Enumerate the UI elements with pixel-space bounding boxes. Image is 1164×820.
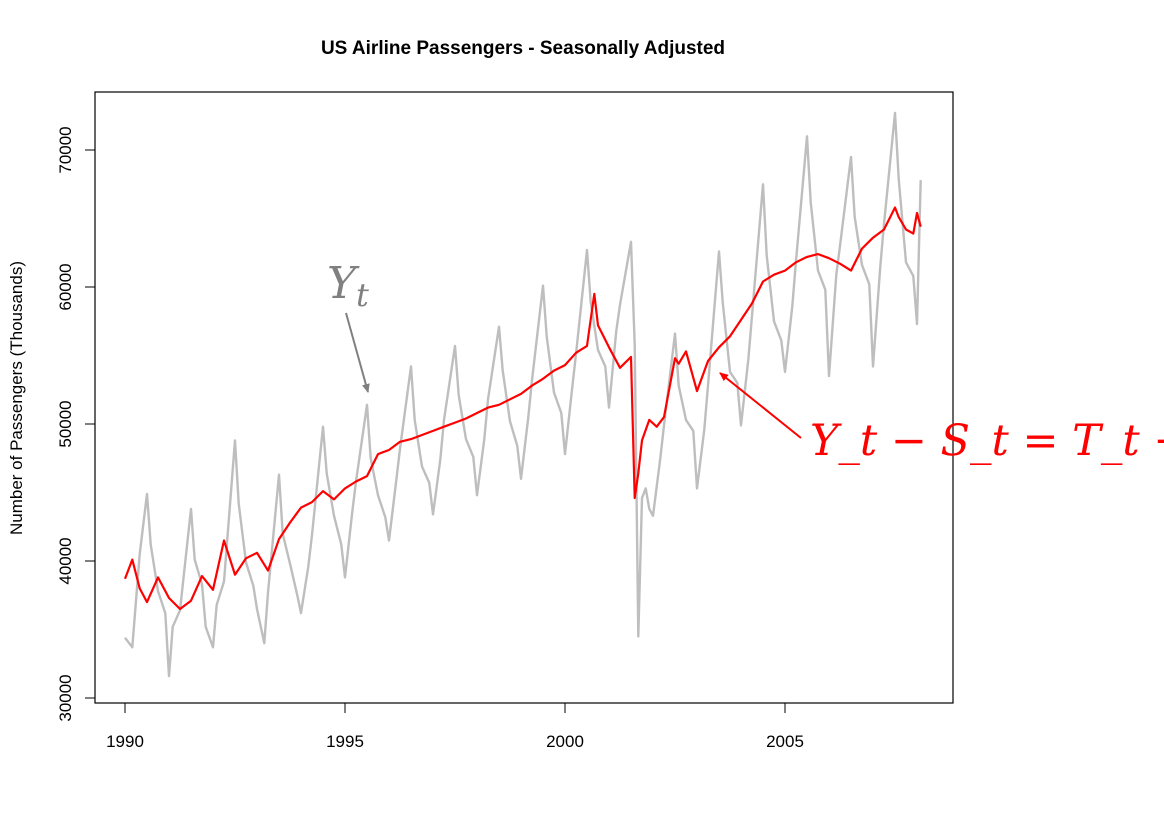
series-line-adjusted [123, 206, 922, 611]
series-layer [123, 111, 922, 678]
y-tick-label: 50000 [56, 400, 75, 447]
x-axis: 1990 1995 2000 2005 [106, 702, 804, 751]
y-axis-label: Number of Passengers (Thousands) [7, 261, 26, 535]
plot-frame [94, 91, 954, 704]
y-tick-label: 40000 [56, 537, 75, 584]
y-tick-label: 30000 [56, 674, 75, 721]
annotation-layer: Yt Y_t − S_t = T_t + E_t [327, 258, 1164, 466]
formula-arrow [719, 372, 802, 439]
y-axis: 30000 40000 50000 60000 70000 [56, 126, 96, 722]
x-tick-label: 1995 [326, 732, 364, 751]
series-line-raw [124, 111, 922, 678]
x-tick-label: 2005 [766, 732, 804, 751]
yt-arrow [345, 312, 370, 393]
formula-annotation-label: Y_t − S_t = T_t + E_t [810, 416, 1164, 466]
y-tick-label: 70000 [56, 126, 75, 173]
x-tick-label: 2000 [546, 732, 584, 751]
yt-annotation-label: Yt [327, 258, 369, 314]
y-tick-label: 60000 [56, 263, 75, 310]
chart-title: US Airline Passengers - Seasonally Adjus… [321, 38, 725, 59]
plot-area [94, 91, 954, 704]
x-tick-label: 1990 [106, 732, 144, 751]
